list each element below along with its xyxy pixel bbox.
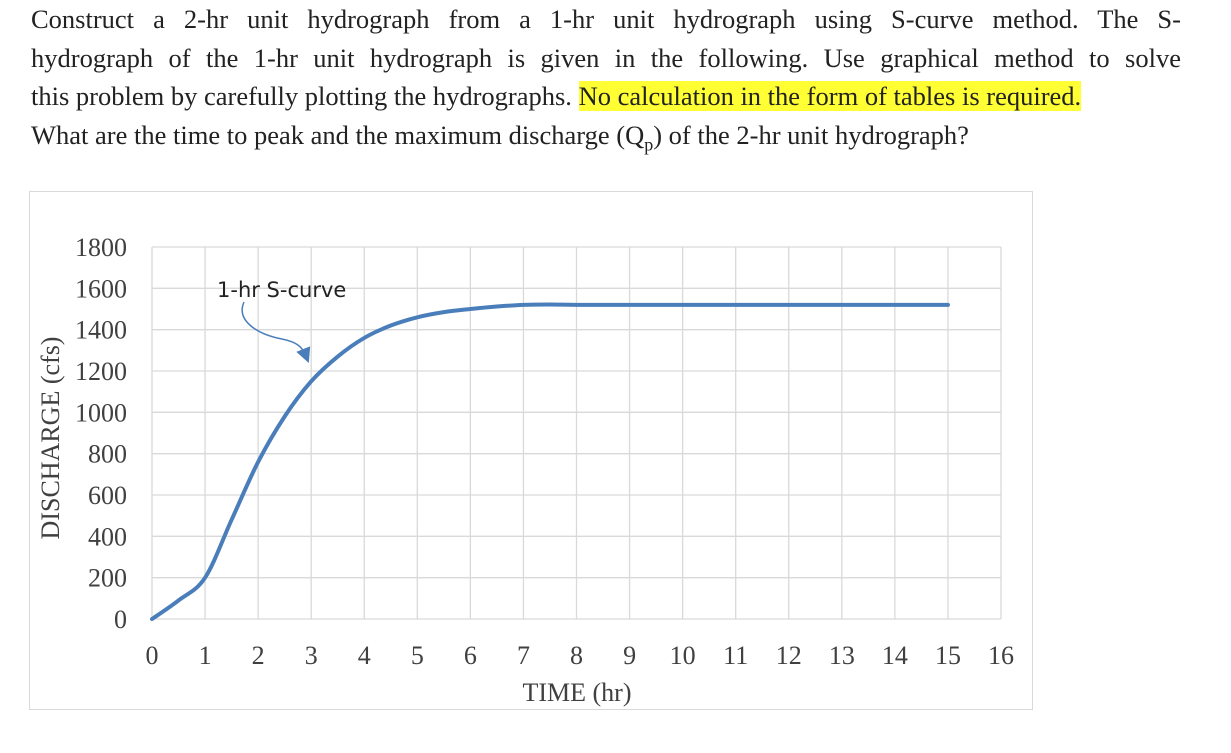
problem-line-2: hydrograph of the 1-hr unit hydrograph i… — [31, 42, 1181, 73]
y-tick-label: 1000 — [75, 398, 127, 427]
x-tick-label: 6 — [464, 641, 477, 670]
x-tick-label: 16 — [988, 641, 1014, 670]
problem-statement: Construct a 2-hr unit hydrograph from a … — [31, 0, 1181, 164]
x-tick-label: 7 — [517, 641, 530, 670]
problem-line-1: Construct a 2-hr unit hydrograph from a … — [31, 4, 1181, 34]
problem-line-4-end: ) of the 2-hr unit hydrograph? — [653, 119, 969, 150]
x-tick-labels: 0 1 2 3 4 5 6 7 8 9 10 11 12 13 14 15 16 — [146, 641, 1015, 670]
x-tick-label: 1 — [199, 641, 212, 670]
x-tick-label: 10 — [670, 641, 696, 670]
grid — [151, 246, 1002, 620]
annotation-label: 1-hr S-curve — [217, 278, 346, 302]
x-tick-label: 0 — [146, 641, 159, 670]
x-tick-label: 15 — [935, 641, 961, 670]
y-tick-label: 1400 — [75, 316, 127, 345]
x-tick-label: 8 — [570, 641, 583, 670]
y-tick-labels: 0 200 400 600 800 1000 1200 1400 1600 1800 — [75, 233, 127, 634]
y-tick-label: 600 — [88, 481, 127, 510]
x-tick-label: 9 — [623, 641, 636, 670]
s-curve-line — [150, 302, 950, 621]
x-tick-label: 11 — [723, 641, 748, 670]
problem-line-4: What are the time to peak and the maximu… — [31, 116, 1181, 164]
y-tick-label: 1600 — [75, 274, 127, 303]
problem-line-3-text: this problem by carefully plotting the h… — [31, 81, 579, 112]
problem-line-4-text: What are the time to peak and the maximu… — [31, 119, 645, 150]
x-tick-label: 5 — [411, 641, 424, 670]
y-tick-label: 200 — [88, 564, 127, 593]
x-tick-label: 2 — [252, 641, 265, 670]
annotation-arrow — [241, 301, 311, 363]
x-axis-title: TIME (hr) — [522, 678, 631, 707]
y-axis-title: DISCHARGE (cfs) — [36, 337, 65, 540]
x-tick-label: 12 — [776, 641, 802, 670]
y-tick-label: 0 — [114, 605, 127, 634]
x-tick-label: 13 — [829, 641, 855, 670]
qp-subscript: p — [644, 134, 654, 155]
y-tick-label: 1200 — [75, 357, 127, 386]
x-tick-label: 4 — [358, 641, 371, 670]
problem-line-3: this problem by carefully plotting the h… — [31, 77, 1181, 116]
y-tick-label: 1800 — [75, 233, 127, 262]
highlighted-text: No calculation in the form of tables is … — [578, 81, 1082, 112]
y-tick-label: 800 — [88, 440, 127, 469]
y-tick-label: 400 — [88, 522, 127, 551]
x-tick-label: 14 — [882, 641, 908, 670]
x-tick-label: 3 — [305, 641, 318, 670]
